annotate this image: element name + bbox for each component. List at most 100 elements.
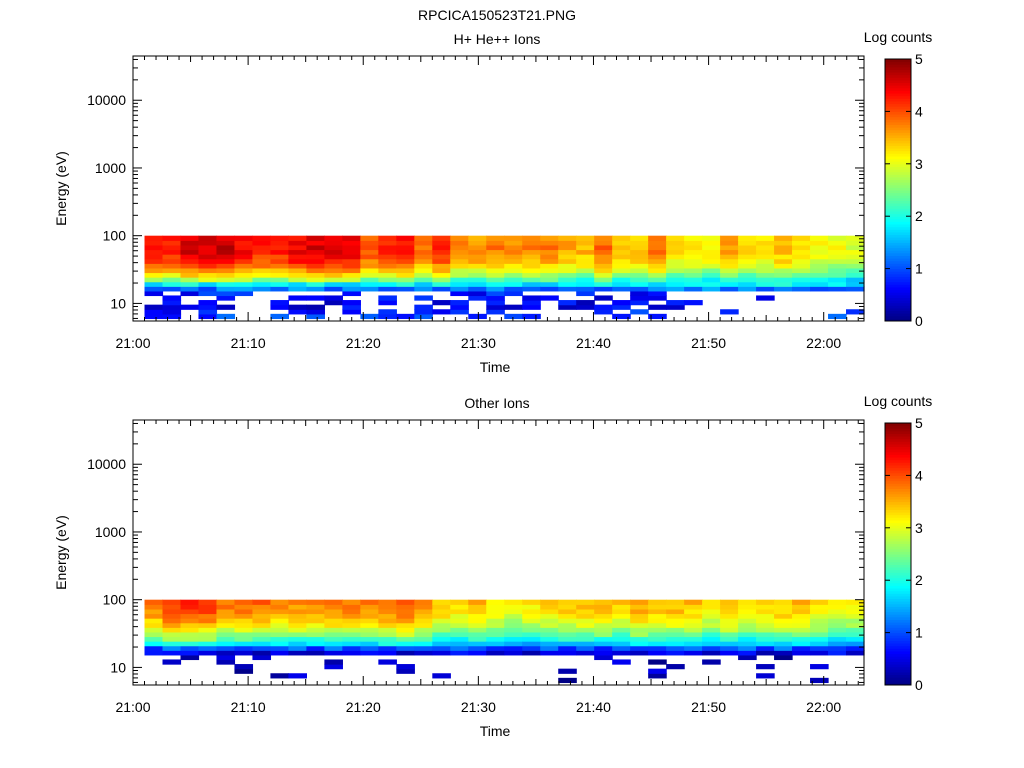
colorbar-segment xyxy=(885,640,911,644)
heatmap-cell xyxy=(558,627,577,633)
heatmap-cell xyxy=(738,604,757,610)
heatmap-cell xyxy=(522,604,541,610)
heatmap-cell xyxy=(306,240,325,246)
heatmap-cell xyxy=(342,235,361,241)
heatmap-cell xyxy=(198,599,218,605)
heatmap-cell xyxy=(504,235,523,241)
colorbar-segment xyxy=(885,153,911,157)
heatmap-cell xyxy=(342,249,361,255)
heatmap-cell xyxy=(702,277,721,283)
heatmap-cell xyxy=(666,258,685,264)
heatmap-cell xyxy=(144,240,164,246)
heatmap-cell xyxy=(198,650,218,656)
heatmap-cell xyxy=(216,641,236,647)
heatmap-cell xyxy=(180,240,200,246)
heatmap-cell xyxy=(396,645,415,651)
heatmap-cell xyxy=(180,272,200,278)
heatmap-cell xyxy=(486,608,505,615)
heatmap-cell xyxy=(342,627,361,633)
heatmap-cell xyxy=(486,309,505,315)
heatmap-cell xyxy=(684,281,703,287)
heatmap-cell xyxy=(306,286,325,292)
heatmap-cell xyxy=(522,313,541,320)
heatmap-cell xyxy=(378,277,397,283)
heatmap-cell xyxy=(342,290,361,297)
heatmap-cell xyxy=(162,254,182,260)
heatmap-cell xyxy=(360,267,379,274)
heatmap-cell xyxy=(324,263,343,269)
heatmap-cell xyxy=(396,622,415,628)
heatmap-cell xyxy=(630,254,649,260)
heatmap-cell xyxy=(504,608,523,615)
heatmap-cell xyxy=(828,258,847,264)
heatmap-cell xyxy=(594,636,613,642)
heatmap-cell xyxy=(198,313,218,320)
heatmap-cell xyxy=(504,272,523,278)
heatmap-cell xyxy=(648,272,667,278)
heatmap-cell xyxy=(486,645,505,651)
heatmap-cell xyxy=(216,290,236,297)
heatmap-cell xyxy=(288,304,307,310)
heatmap-cell xyxy=(612,645,631,651)
heatmap-cell xyxy=(270,627,290,633)
heatmap-cell xyxy=(720,249,739,255)
heatmap-cell xyxy=(594,309,613,315)
heatmap-cell xyxy=(522,304,541,310)
heatmap-cell xyxy=(450,604,469,610)
heatmap-cell xyxy=(504,604,523,610)
heatmap-cell xyxy=(144,627,164,633)
heatmap-cell xyxy=(666,664,685,670)
heatmap-cell xyxy=(666,240,685,246)
colorbar-segment xyxy=(885,184,911,188)
heatmap-cell xyxy=(450,235,469,241)
heatmap-cell xyxy=(414,244,433,251)
colorbar-segment xyxy=(885,454,911,458)
heatmap-cell xyxy=(414,286,433,292)
heatmap-cell xyxy=(738,599,757,605)
heatmap-cell xyxy=(756,249,775,255)
heatmap-cell xyxy=(648,295,667,301)
heatmap-cell xyxy=(378,659,397,665)
heatmap-cell xyxy=(846,277,865,283)
colorbar-segment xyxy=(885,252,911,256)
heatmap-cell xyxy=(342,240,361,246)
heatmap-cell xyxy=(630,622,649,628)
heatmap-cell xyxy=(486,254,505,260)
colorbar-segment xyxy=(885,603,911,607)
heatmap-cell xyxy=(558,613,577,619)
y-axis-label: Energy (eV) xyxy=(53,151,69,226)
heatmap-cell xyxy=(522,627,541,633)
heatmap-cell xyxy=(288,608,307,615)
heatmap-cell xyxy=(846,608,865,615)
colorbar-segment xyxy=(885,590,911,594)
heatmap-cell xyxy=(486,300,505,306)
heatmap-cell xyxy=(576,599,595,605)
heatmap-cell xyxy=(378,244,397,251)
heatmap-cell xyxy=(594,267,613,274)
heatmap-cell xyxy=(612,618,631,624)
heatmap-cell xyxy=(558,622,577,628)
colorbar-segment xyxy=(885,145,911,149)
heatmap-cell xyxy=(306,631,325,638)
heatmap-cell xyxy=(450,309,469,315)
heatmap-cell xyxy=(522,277,541,283)
heatmap-cell xyxy=(342,286,361,292)
colorbar-segment xyxy=(885,601,911,605)
heatmap-cell xyxy=(180,267,200,274)
heatmap-cell xyxy=(522,300,541,306)
heatmap-cell xyxy=(468,313,487,320)
heatmap-cell xyxy=(468,608,487,615)
heatmap-cell xyxy=(252,267,272,274)
heatmap-cell xyxy=(846,309,865,315)
heatmap-cell xyxy=(216,313,236,320)
heatmap-cell xyxy=(594,604,613,610)
colorbar-segment xyxy=(885,488,911,492)
heatmap-cell xyxy=(594,608,613,615)
heatmap-cell xyxy=(180,290,200,297)
heatmap-cell xyxy=(756,641,775,647)
heatmap-cell xyxy=(180,304,200,310)
colorbar-segment xyxy=(885,438,911,442)
heatmap-cell xyxy=(846,267,865,274)
heatmap-cell xyxy=(828,636,847,642)
heatmap-cell xyxy=(540,622,559,628)
